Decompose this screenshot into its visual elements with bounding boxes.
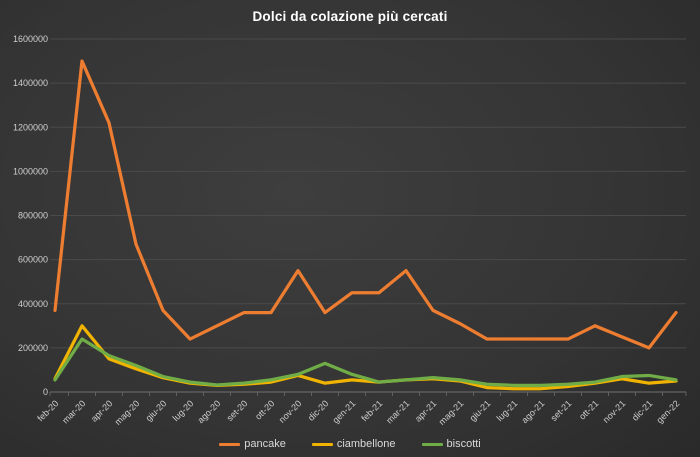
legend-label-ciambellone: ciambellone <box>336 438 396 450</box>
x-axis-tick-label: giu-20 <box>144 398 169 423</box>
x-axis-tick-label: lug-20 <box>171 398 196 423</box>
y-axis-tick-label: 1600000 <box>13 34 48 44</box>
x-axis-tick-label: gen-21 <box>331 398 358 425</box>
x-axis-tick-label: feb-21 <box>359 398 384 423</box>
x-axis-tick-label: mag-21 <box>437 398 466 427</box>
x-axis-tick-label: mag-20 <box>113 398 142 427</box>
x-axis-tick-label: mar-21 <box>384 398 411 425</box>
x-axis-tick-label: mar-20 <box>60 398 87 425</box>
x-axis-tick-label: nov-20 <box>277 398 304 425</box>
pancake-line-swatch <box>219 442 241 446</box>
legend-item-ciambellone: ciambellone <box>311 438 396 450</box>
legend-item-pancake: pancake <box>219 438 286 450</box>
x-axis-tick-label: set-20 <box>225 398 250 423</box>
x-axis-tick-label: ago-21 <box>520 398 547 425</box>
legend-item-biscotti: biscotti <box>421 438 481 450</box>
x-axis-tick-label: dic-20 <box>306 398 330 422</box>
x-axis-tick-label: set-21 <box>549 398 574 423</box>
y-axis-tick-label: 200000 <box>18 343 48 353</box>
x-axis-tick-label: ago-20 <box>196 398 223 425</box>
x-axis-tick-label: lug-21 <box>495 398 520 423</box>
x-axis-tick-label: apr-20 <box>89 398 114 423</box>
y-axis-tick-label: 1200000 <box>13 122 48 132</box>
x-axis-tick-label: dic-21 <box>630 398 654 422</box>
x-axis-tick-label: nov-21 <box>601 398 628 425</box>
legend-label-biscotti: biscotti <box>446 438 481 450</box>
legend: pancake ciambellone biscotti <box>0 438 700 450</box>
ciambellone-line-swatch <box>311 442 333 446</box>
biscotti-line-swatch <box>421 442 443 446</box>
y-axis-tick-label: 0 <box>43 387 48 397</box>
y-axis-tick-label: 1400000 <box>13 78 48 88</box>
series-line-biscotti <box>53 337 678 388</box>
x-axis-tick-label: giu-21 <box>468 398 493 423</box>
x-axis-tick-label: apr-21 <box>413 398 438 423</box>
legend-label-pancake: pancake <box>244 438 286 450</box>
chart-title: Dolci da colazione più cercati <box>252 9 448 24</box>
x-axis-tick-label: ott-20 <box>253 398 276 421</box>
x-axis-tick-label: ott-21 <box>577 398 600 421</box>
y-axis-tick-label: 600000 <box>18 255 48 265</box>
y-axis-tick-label: 1000000 <box>13 166 48 176</box>
y-axis-tick-label: 800000 <box>18 211 48 221</box>
y-axis-tick-label: 400000 <box>18 299 48 309</box>
x-axis-tick-label: gen-22 <box>655 398 682 425</box>
series-line-pancake <box>53 59 678 350</box>
x-axis-tick-label: feb-20 <box>35 398 60 423</box>
